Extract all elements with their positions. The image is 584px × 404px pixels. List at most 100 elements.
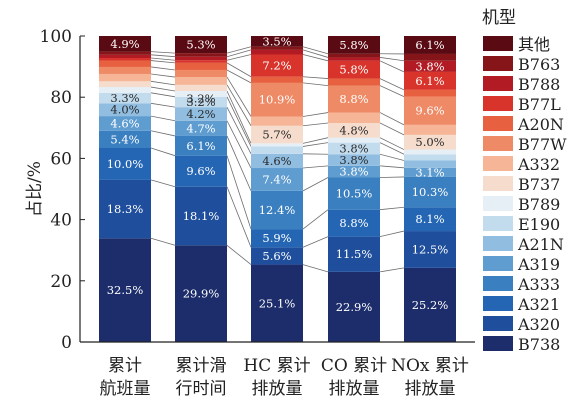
legend: 机型其他B763B788B77LA20NB77WA332B737B789E190… [482, 8, 567, 354]
data-label: 5.8% [339, 38, 368, 52]
legend-label: A332 [517, 155, 560, 174]
legend-label: B77L [518, 95, 561, 114]
data-label: 10.9% [259, 93, 296, 107]
bar-segment [251, 49, 303, 55]
data-label: 25.1% [259, 296, 296, 310]
data-label: 5.4% [110, 132, 139, 146]
connector-line [150, 102, 176, 108]
connector-line [379, 60, 405, 73]
connector-line [302, 112, 329, 117]
legend-label: E190 [518, 215, 560, 234]
connector-line [302, 122, 329, 127]
data-label: 22.9% [336, 300, 373, 314]
connector-line [379, 85, 405, 97]
x-tick-label: 行时间 [176, 379, 227, 399]
bar-segment [175, 77, 227, 85]
bar-segment [328, 209, 380, 237]
data-label: 5.3% [186, 38, 215, 52]
legend-label: A21N [517, 235, 564, 254]
legend-title: 机型 [482, 8, 516, 28]
bar-segment [251, 247, 303, 265]
bar-segment [404, 231, 456, 268]
x-tick-label: 排放量 [252, 379, 303, 399]
data-label: 8.8% [339, 92, 368, 106]
bar-segment [404, 207, 456, 232]
connector-line [150, 179, 176, 188]
data-label: 7.4% [262, 172, 291, 186]
legend-swatch [483, 136, 513, 151]
bar-segment [328, 271, 380, 342]
bar-segment [99, 60, 151, 67]
bar-segment [328, 236, 380, 272]
data-label: 6.1% [415, 38, 444, 52]
connector-line [226, 96, 252, 147]
connector-line [302, 142, 329, 147]
data-label: 3.8% [415, 59, 444, 73]
bar-segment [251, 168, 303, 191]
data-label: 3.3% [110, 91, 139, 105]
bar-segment [175, 245, 227, 342]
legend-swatch [483, 116, 513, 131]
legend-swatch [483, 36, 513, 51]
connector-line [150, 130, 176, 137]
x-tick-label: 累计 [108, 356, 142, 376]
connector-line [379, 267, 405, 273]
x-tick-label: 排放量 [329, 379, 380, 399]
bar-segment [404, 96, 456, 125]
data-label: 10.5% [336, 187, 373, 201]
data-label: 29.9% [183, 287, 220, 301]
bars [99, 36, 456, 342]
bar-segment [175, 60, 227, 63]
connector-line [379, 142, 405, 155]
bar-segment [251, 125, 303, 144]
legend-label: B788 [518, 75, 560, 94]
legend-swatch [483, 296, 513, 311]
connector-lines [150, 46, 405, 273]
bar-segment [175, 120, 227, 136]
data-label: 9.6% [415, 104, 444, 118]
bar-segment [404, 36, 456, 54]
bar-segment [251, 54, 303, 77]
connector-line [226, 90, 252, 144]
bar-segment [99, 54, 151, 59]
bar-segment [404, 89, 456, 97]
data-label: 10.3% [412, 185, 449, 199]
connector-line [302, 137, 329, 144]
bar-segment [328, 85, 380, 113]
bar-segment [328, 165, 380, 178]
legend-swatch [483, 56, 513, 71]
legend-label: A320 [517, 315, 560, 334]
connector-line [379, 57, 405, 62]
legend-swatch [483, 236, 513, 251]
connector-line [150, 237, 176, 246]
bar-segment [99, 238, 151, 342]
data-label: 6.1% [415, 74, 444, 88]
data-label: 5.6% [262, 249, 291, 263]
bar-segment [175, 186, 227, 246]
data-label: 7.2% [262, 59, 291, 73]
legend-label: B738 [518, 335, 560, 354]
y-tick-label: 0 [61, 333, 72, 353]
data-label: 5.7% [262, 128, 291, 142]
data-label: 3.8% [339, 153, 368, 167]
bar-segment [175, 155, 227, 187]
bar-segment [251, 229, 303, 248]
data-label: 4.6% [110, 116, 139, 130]
bar-segment [251, 116, 303, 126]
bar-segment [328, 112, 380, 123]
connector-line [226, 135, 252, 192]
data-label: 3.2% [186, 92, 215, 106]
connector-line [150, 92, 176, 98]
bar-segment [404, 160, 456, 168]
connector-line [226, 120, 252, 169]
connector-line [150, 86, 176, 92]
bar-segment [99, 36, 151, 52]
x-tick-label: CO 累计 [321, 356, 387, 376]
connector-line [302, 177, 329, 192]
connector-line [150, 51, 176, 54]
legend-swatch [483, 216, 513, 231]
bar-segment [175, 96, 227, 108]
connector-line [302, 54, 329, 62]
connector-line [379, 230, 405, 238]
